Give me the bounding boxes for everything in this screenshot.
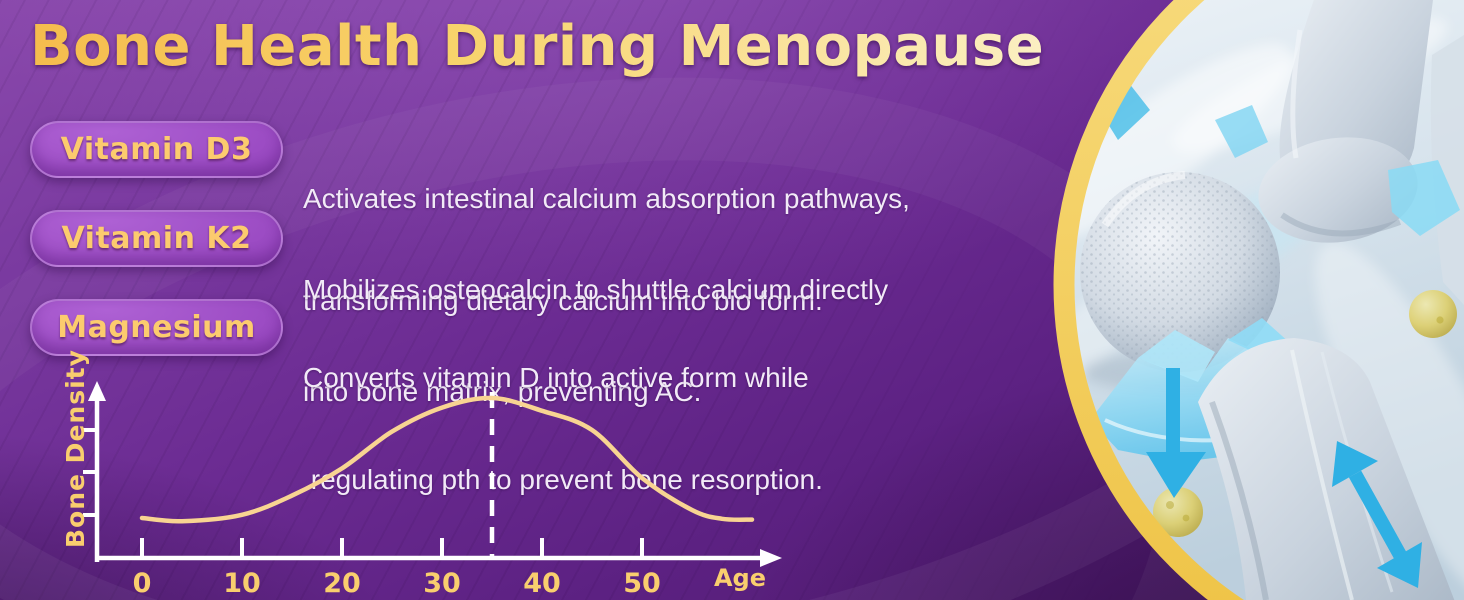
- pill-magnesium: Magnesium: [30, 299, 283, 356]
- svg-text:30: 30: [423, 568, 461, 599]
- down-arrow-icon: [1146, 368, 1206, 498]
- yellow-ring: [1053, 0, 1245, 600]
- x-axis-label: Age: [714, 564, 766, 592]
- pill-vitamin-d3: Vitamin D3: [30, 121, 283, 178]
- x-axis-tick-labels: 0 10 20 30 40 50: [133, 568, 661, 599]
- pill-magnesium-label: Magnesium: [57, 310, 256, 345]
- y-axis-label: Bone Density: [61, 349, 90, 548]
- magnesium-description-line1: Converts vitamin D into active form whil…: [303, 362, 809, 393]
- vitamin-k2-description-line2: into bone matrix, preventing AC.: [303, 376, 702, 407]
- vitamin-k2-description-line1: Mobilizes osteocalcin to shuttle calcium…: [303, 274, 889, 305]
- pill-vitamin-k2: Vitamin K2: [30, 210, 283, 267]
- bone-joint-illustration: [1053, 0, 1464, 600]
- vitamin-d3-description: Activates intestinal calcium absorption …: [303, 114, 1103, 386]
- background-bone: [1430, 35, 1464, 305]
- vitamin-d3-description-line1: Activates intestinal calcium absorption …: [303, 183, 910, 214]
- vitamin-d3-description-line2: transforming dietary calcium into bio fo…: [303, 285, 823, 316]
- bone-density-curve: [139, 395, 755, 524]
- up-down-arrow-icon: [1332, 441, 1422, 588]
- svg-text:10: 10: [223, 568, 261, 599]
- svg-text:50: 50: [623, 568, 661, 599]
- y-axis-ticks: [83, 428, 97, 517]
- vitamin-k2-description: Mobilizes osteocalcin to shuttle calcium…: [303, 205, 1103, 477]
- page-title: Bone Health During Menopause: [30, 14, 1045, 79]
- pill-vitamin-k2-label: Vitamin K2: [61, 221, 252, 256]
- femur-bone: [1258, 0, 1434, 243]
- chart-axes: [94, 398, 763, 562]
- joint-scene: [1074, 0, 1464, 600]
- x-axis-arrow: [760, 549, 782, 567]
- pill-vitamin-d3-label: Vitamin D3: [60, 132, 253, 167]
- magnesium-description-line2: regulating pth to prevent bone resorptio…: [303, 464, 823, 495]
- magnesium-description: Converts vitamin D into active form whil…: [303, 293, 1103, 565]
- svg-text:20: 20: [323, 568, 361, 599]
- calcium-sphere: [1153, 290, 1457, 537]
- y-axis-arrow: [88, 381, 106, 401]
- svg-text:40: 40: [523, 568, 561, 599]
- svg-text:0: 0: [133, 568, 152, 599]
- x-axis-ticks: [140, 538, 644, 557]
